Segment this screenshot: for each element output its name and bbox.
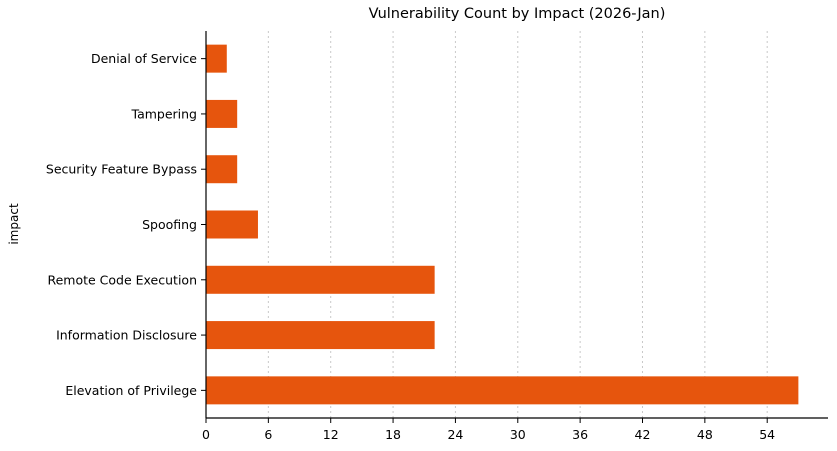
y-tick-label-denial-of-service: Denial of Service	[91, 51, 197, 66]
bar-spoofing	[206, 210, 258, 239]
x-tick-label-24: 24	[447, 427, 463, 442]
y-tick-label-remote-code-execution: Remote Code Execution	[47, 272, 197, 287]
bar-tampering	[206, 99, 238, 128]
bar-information-disclosure	[206, 321, 435, 350]
x-tick-label-42: 42	[635, 427, 651, 442]
x-tick-label-18: 18	[385, 427, 401, 442]
y-tick-label-information-disclosure: Information Disclosure	[56, 328, 197, 343]
bar-security-feature-bypass	[206, 155, 238, 184]
x-tick-label-12: 12	[323, 427, 339, 442]
y-tick-label-elevation-of-privilege: Elevation of Privilege	[65, 383, 197, 398]
bar-denial-of-service	[206, 44, 227, 73]
x-tick-label-6: 6	[264, 427, 272, 442]
x-tick-label-54: 54	[759, 427, 775, 442]
bar-elevation-of-privilege	[206, 376, 799, 405]
y-tick-label-tampering: Tampering	[131, 106, 198, 121]
chart-title: Vulnerability Count by Impact (2026-Jan)	[368, 6, 666, 22]
y-tick-label-security-feature-bypass: Security Feature Bypass	[46, 162, 197, 177]
x-tick-label-30: 30	[510, 427, 526, 442]
bar-remote-code-execution	[206, 265, 435, 294]
x-tick-label-36: 36	[572, 427, 588, 442]
y-tick-label-spoofing: Spoofing	[142, 217, 197, 232]
x-tick-label-0: 0	[202, 427, 210, 442]
x-tick-label-48: 48	[697, 427, 713, 442]
